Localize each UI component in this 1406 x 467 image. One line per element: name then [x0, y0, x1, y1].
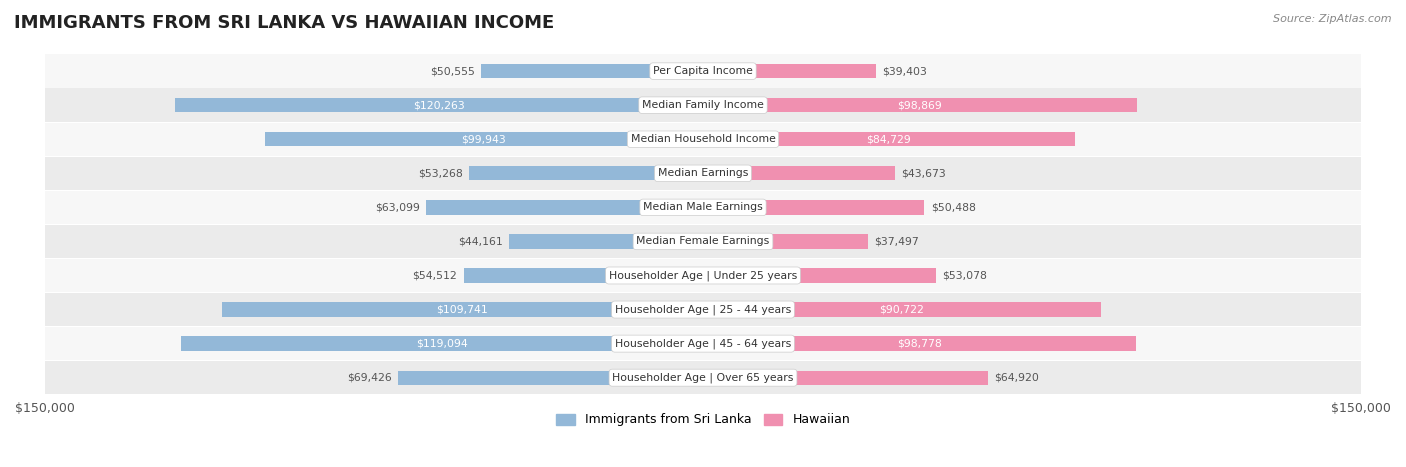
Bar	[703, 132, 1074, 146]
Text: Source: ZipAtlas.com: Source: ZipAtlas.com	[1274, 14, 1392, 24]
Bar	[703, 166, 894, 180]
Text: $120,263: $120,263	[413, 100, 465, 110]
Bar	[45, 327, 1361, 361]
Text: $53,268: $53,268	[418, 168, 463, 178]
Legend: Immigrants from Sri Lanka, Hawaiian: Immigrants from Sri Lanka, Hawaiian	[551, 409, 855, 432]
Bar	[703, 269, 936, 283]
Text: $98,778: $98,778	[897, 339, 942, 349]
Bar	[45, 259, 1361, 292]
Text: $64,920: $64,920	[994, 373, 1039, 382]
Text: Median Male Earnings: Median Male Earnings	[643, 202, 763, 212]
Bar	[464, 269, 703, 283]
Bar	[45, 225, 1361, 258]
Text: Householder Age | Over 65 years: Householder Age | Over 65 years	[612, 373, 794, 383]
Bar	[180, 336, 703, 351]
Text: Per Capita Income: Per Capita Income	[652, 66, 754, 76]
Text: $50,555: $50,555	[430, 66, 475, 76]
Text: $53,078: $53,078	[942, 270, 987, 281]
Bar	[481, 64, 703, 78]
Bar	[703, 98, 1136, 113]
Text: $98,869: $98,869	[897, 100, 942, 110]
Text: $119,094: $119,094	[416, 339, 468, 349]
Bar	[222, 303, 703, 317]
Text: $99,943: $99,943	[461, 134, 506, 144]
Bar	[45, 156, 1361, 190]
Bar	[703, 234, 868, 248]
Text: $84,729: $84,729	[866, 134, 911, 144]
Bar	[426, 200, 703, 214]
Bar	[264, 132, 703, 146]
Bar	[703, 64, 876, 78]
Bar	[398, 370, 703, 385]
Bar	[703, 336, 1136, 351]
Bar	[176, 98, 703, 113]
Text: Median Family Income: Median Family Income	[643, 100, 763, 110]
Bar	[703, 370, 988, 385]
Text: IMMIGRANTS FROM SRI LANKA VS HAWAIIAN INCOME: IMMIGRANTS FROM SRI LANKA VS HAWAIIAN IN…	[14, 14, 554, 32]
Text: Householder Age | Under 25 years: Householder Age | Under 25 years	[609, 270, 797, 281]
Text: Householder Age | 45 - 64 years: Householder Age | 45 - 64 years	[614, 339, 792, 349]
Text: Median Female Earnings: Median Female Earnings	[637, 236, 769, 247]
Bar	[45, 88, 1361, 122]
Text: $43,673: $43,673	[901, 168, 946, 178]
Bar	[509, 234, 703, 248]
Text: $50,488: $50,488	[931, 202, 976, 212]
Bar	[45, 191, 1361, 224]
Text: $37,497: $37,497	[875, 236, 920, 247]
Text: $109,741: $109,741	[436, 304, 488, 315]
Bar	[470, 166, 703, 180]
Text: $63,099: $63,099	[375, 202, 419, 212]
Bar	[703, 200, 925, 214]
Text: $54,512: $54,512	[412, 270, 457, 281]
Text: Median Household Income: Median Household Income	[630, 134, 776, 144]
Text: $44,161: $44,161	[458, 236, 503, 247]
Text: Householder Age | 25 - 44 years: Householder Age | 25 - 44 years	[614, 304, 792, 315]
Bar	[45, 361, 1361, 394]
Bar	[703, 303, 1101, 317]
Bar	[45, 122, 1361, 156]
Text: $90,722: $90,722	[880, 304, 924, 315]
Text: $39,403: $39,403	[883, 66, 928, 76]
Text: Median Earnings: Median Earnings	[658, 168, 748, 178]
Bar	[45, 54, 1361, 88]
Bar	[45, 293, 1361, 326]
Text: $69,426: $69,426	[347, 373, 392, 382]
